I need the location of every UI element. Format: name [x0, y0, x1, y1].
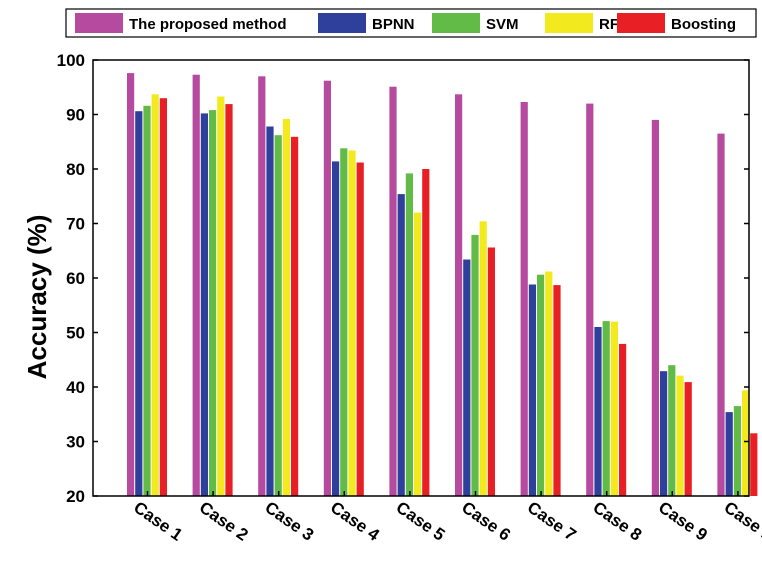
bar-boosting-case-5 — [422, 169, 430, 496]
y-tick-label: 20 — [66, 487, 85, 506]
y-tick-label: 60 — [66, 269, 85, 288]
bar-boosting-case-3 — [291, 136, 299, 497]
bar-bpnn-case-10 — [725, 412, 733, 496]
bar-bpnn-case-7 — [528, 284, 536, 496]
legend-swatch — [432, 13, 480, 33]
bar-svm-case-10 — [733, 406, 741, 496]
bar-svm-case-2 — [209, 110, 217, 496]
y-tick-label: 40 — [66, 378, 85, 397]
bar-bpnn-case-5 — [397, 194, 405, 496]
legend-swatch — [545, 13, 593, 33]
legend-label: Boosting — [671, 16, 736, 33]
bar-svm-case-5 — [405, 173, 413, 496]
bar-rf-case-10 — [742, 390, 750, 496]
bar-bpnn-case-2 — [200, 113, 208, 497]
bar-svm-case-3 — [274, 135, 282, 496]
y-tick-label: 50 — [66, 324, 85, 343]
bar-svm-case-6 — [471, 234, 479, 496]
x-tick-label: Case 10 — [721, 498, 762, 550]
x-tick-label: Case 3 — [261, 498, 317, 545]
bar-boosting-case-2 — [225, 104, 233, 496]
bar-the-proposed-method-case-5 — [389, 86, 397, 496]
bar-svm-case-1 — [143, 105, 151, 497]
x-tick-label: Case 7 — [524, 498, 580, 545]
legend-label: RF — [599, 16, 619, 33]
bar-boosting-case-4 — [356, 162, 364, 496]
bar-boosting-case-6 — [487, 247, 495, 496]
bar-the-proposed-method-case-1 — [127, 73, 135, 496]
bar-bpnn-case-3 — [266, 126, 274, 496]
bar-rf-case-7 — [545, 271, 553, 496]
bar-boosting-case-9 — [684, 382, 692, 496]
legend-label: The proposed method — [129, 16, 287, 33]
bars — [127, 73, 758, 497]
bar-bpnn-case-6 — [463, 259, 471, 496]
x-tick-label: Case 4 — [327, 498, 383, 545]
x-tick-label: Case 5 — [393, 498, 449, 545]
bar-rf-case-5 — [414, 212, 422, 496]
bar-bpnn-case-9 — [660, 371, 668, 496]
y-tick-label: 70 — [66, 215, 85, 234]
bar-rf-case-2 — [217, 96, 225, 496]
legend-swatch — [318, 13, 366, 33]
y-tick-label: 90 — [66, 106, 85, 125]
y-tick-label: 100 — [57, 51, 85, 70]
bar-bpnn-case-8 — [594, 327, 602, 496]
x-tick-label: Case 1 — [130, 498, 186, 545]
legend-label: SVM — [486, 16, 519, 33]
legend-swatch — [75, 13, 123, 33]
x-tick-label: Case 6 — [458, 498, 514, 545]
legend-label: BPNN — [372, 16, 415, 33]
bar-svm-case-9 — [668, 365, 676, 496]
bar-bpnn-case-1 — [135, 111, 143, 496]
bar-rf-case-8 — [610, 321, 618, 496]
x-tick-label: Case 8 — [589, 498, 645, 545]
y-tick-label: 30 — [66, 433, 85, 452]
bar-rf-case-6 — [479, 221, 487, 497]
bar-the-proposed-method-case-4 — [323, 80, 331, 496]
x-tick-label: Case 9 — [655, 498, 711, 545]
bar-svm-case-4 — [340, 148, 348, 497]
bar-the-proposed-method-case-6 — [455, 94, 463, 497]
bar-the-proposed-method-case-2 — [192, 74, 200, 496]
y-axis-label: Accuracy (%) — [22, 215, 52, 380]
bar-the-proposed-method-case-3 — [258, 76, 266, 497]
bar-the-proposed-method-case-9 — [651, 119, 659, 497]
bar-rf-case-9 — [676, 375, 684, 496]
bar-boosting-case-7 — [553, 285, 561, 496]
bar-rf-case-1 — [151, 94, 159, 497]
bar-svm-case-8 — [602, 321, 610, 496]
y-tick-label: 80 — [66, 160, 85, 179]
legend: The proposed method BPNN SVM RF Boosting — [65, 8, 757, 38]
bar-svm-case-7 — [537, 274, 545, 496]
bar-rf-case-3 — [282, 118, 290, 497]
bar-boosting-case-10 — [750, 433, 758, 496]
bar-the-proposed-method-case-10 — [717, 133, 725, 496]
bar-bpnn-case-4 — [332, 161, 340, 496]
bar-rf-case-4 — [348, 150, 356, 496]
bar-the-proposed-method-case-8 — [586, 103, 594, 496]
legend-swatch — [617, 13, 665, 33]
bar-boosting-case-1 — [159, 98, 167, 496]
bar-boosting-case-8 — [619, 343, 627, 496]
bar-the-proposed-method-case-7 — [520, 102, 528, 496]
x-tick-label: Case 2 — [196, 498, 252, 545]
